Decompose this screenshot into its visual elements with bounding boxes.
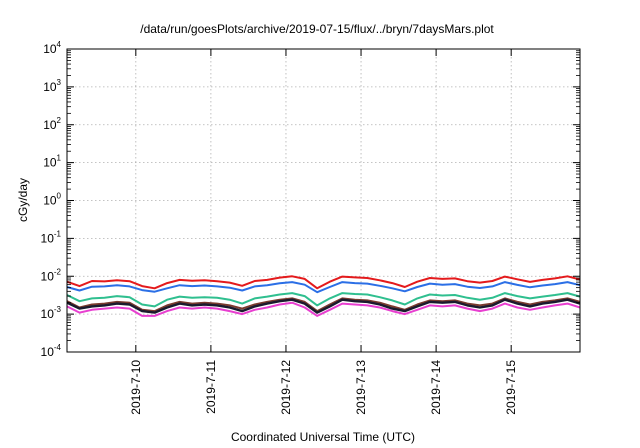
y-tick-base: 10	[43, 80, 57, 94]
y-axis-label: cGy/day	[16, 178, 30, 222]
y-tick-exponent: 1	[57, 154, 62, 163]
y-tick-exponent: -2	[54, 267, 62, 276]
x-tick-label: 2019-7-13	[354, 360, 368, 415]
y-tick-exponent: 3	[57, 78, 62, 87]
y-tick-label: 10-3	[41, 305, 62, 321]
y-tick-exponent: 0	[57, 192, 62, 201]
y-tick-label: 103	[43, 78, 61, 94]
y-tick-label: 100	[43, 192, 61, 208]
y-tick-label: 10-2	[41, 267, 62, 283]
y-tick-label: 10-1	[41, 229, 62, 245]
y-tick-label: 10-4	[41, 343, 62, 359]
y-tick-base: 10	[43, 42, 57, 56]
series-line-1	[66, 275, 581, 290]
y-tick-base: 10	[41, 269, 55, 283]
y-tick-label: 104	[43, 40, 61, 56]
x-tick-label: 2019-7-14	[429, 360, 443, 415]
y-tick-exponent: -4	[54, 343, 62, 352]
x-tick-label: 2019-7-11	[204, 360, 218, 414]
x-tick-label: 2019-7-15	[504, 360, 518, 415]
series-line-4	[66, 297, 581, 313]
data-series	[66, 275, 581, 317]
y-tick-base: 10	[41, 231, 55, 245]
y-tick-base: 10	[43, 118, 57, 132]
x-tick-label: 2019-7-12	[279, 360, 293, 415]
grid-lines	[67, 49, 580, 352]
series-line-3	[66, 292, 581, 308]
y-tick-exponent: -1	[54, 229, 62, 238]
y-tick-base: 10	[41, 345, 55, 359]
y-tick-label: 101	[43, 154, 61, 170]
x-tick-label: 2019-7-10	[129, 360, 143, 415]
series-line-5	[66, 298, 581, 314]
y-tick-base: 10	[43, 156, 57, 170]
series-line-6	[66, 301, 581, 317]
series-line-2	[66, 281, 581, 294]
y-tick-base: 10	[41, 307, 55, 321]
y-tick-base: 10	[43, 194, 57, 208]
chart-title: /data/run/goesPlots/archive/2019-07-15/f…	[140, 22, 494, 36]
x-axis-label: Coordinated Universal Time (UTC)	[231, 430, 415, 444]
y-tick-exponent: 4	[57, 40, 62, 49]
y-tick-label: 102	[43, 116, 61, 132]
x-axis: 2019-7-10 2019-7-11 2019-7-12 2019-7-13 2019…	[129, 49, 518, 415]
y-tick-exponent: 2	[57, 116, 62, 125]
y-tick-exponent: -3	[54, 305, 62, 314]
